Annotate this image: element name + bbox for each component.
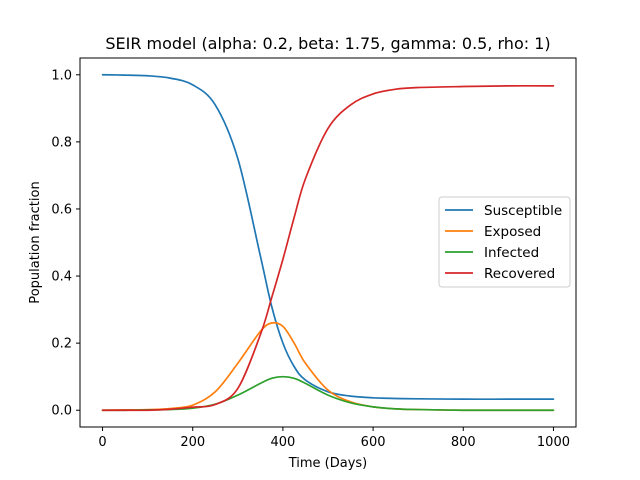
series-line-susceptible bbox=[101, 73, 555, 401]
legend-label-recovered: Recovered bbox=[484, 266, 555, 282]
y-tick-label: 1.0 bbox=[51, 68, 72, 83]
legend-box bbox=[438, 196, 571, 288]
x-tick-label: 800 bbox=[451, 435, 476, 450]
x-axis-label: Time (Days) bbox=[288, 456, 368, 471]
x-tick-label: 400 bbox=[270, 435, 295, 450]
x-tick-label: 1000 bbox=[537, 435, 570, 450]
legend-label-infected: Infected bbox=[484, 245, 539, 261]
series-line-infected bbox=[101, 375, 555, 412]
legend-label-exposed: Exposed bbox=[484, 224, 541, 240]
legend-label-susceptible: Susceptible bbox=[484, 203, 562, 219]
x-tick-label: 600 bbox=[361, 435, 386, 450]
chart-title: SEIR model (alpha: 0.2, beta: 1.75, gamm… bbox=[105, 34, 550, 53]
axes: 0 200 400 600 800 1000 0.0 0.2 0.4 0.6 0.8 1.0 bbox=[51, 68, 570, 450]
plot-area bbox=[101, 73, 555, 412]
y-axis-label: Population fraction bbox=[28, 181, 43, 303]
series-line-recovered bbox=[101, 84, 555, 412]
y-tick-label: 0.2 bbox=[51, 337, 72, 352]
legend: Susceptible Exposed Infected Recovered bbox=[438, 196, 571, 288]
y-tick-label: 0.6 bbox=[51, 202, 72, 217]
series-line-exposed bbox=[101, 321, 555, 412]
x-tick-label: 0 bbox=[98, 435, 106, 450]
x-tick-label: 200 bbox=[180, 435, 205, 450]
plot-frame bbox=[79, 57, 577, 428]
y-tick-label: 0.8 bbox=[51, 135, 72, 150]
y-tick-label: 0.4 bbox=[51, 270, 72, 285]
y-tick-label: 0.0 bbox=[51, 404, 72, 419]
